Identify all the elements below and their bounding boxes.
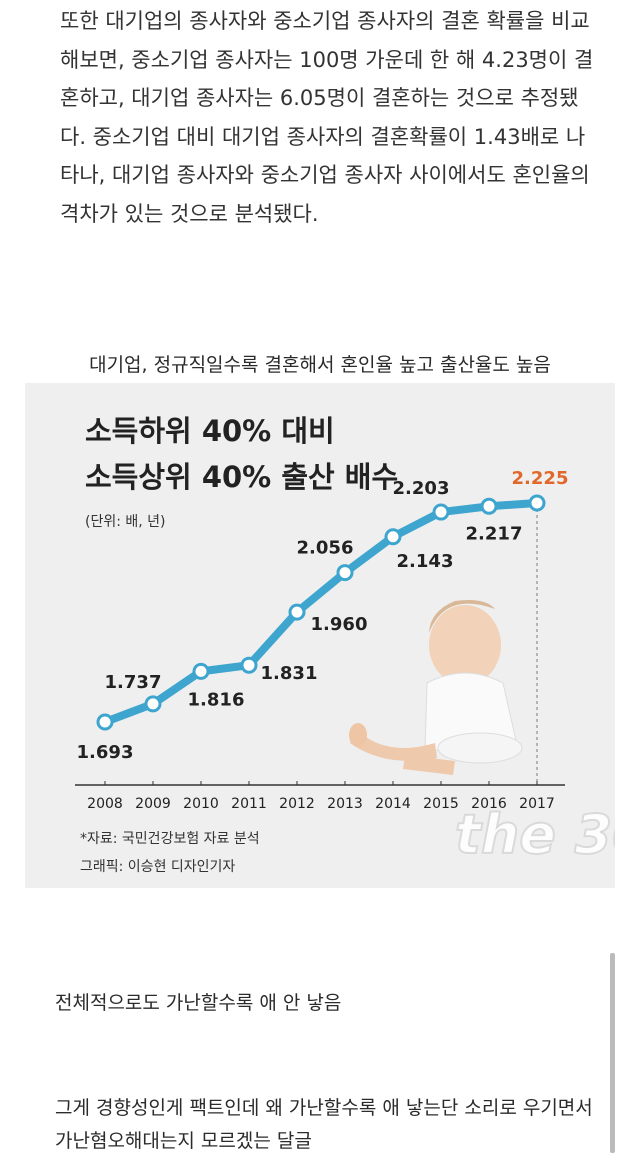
data-point xyxy=(192,662,210,680)
chart-title: 소득상위 40% 출산 배수 xyxy=(85,460,398,494)
scrollbar xyxy=(610,953,615,1153)
chart-title: 소득하위 40% 대비 xyxy=(85,414,335,448)
data-point xyxy=(528,494,546,512)
data-label: 2.203 xyxy=(393,478,450,499)
data-point xyxy=(384,528,402,546)
data-label: 2.225 xyxy=(512,468,569,489)
chart-background xyxy=(25,383,615,888)
data-point xyxy=(480,497,498,515)
x-tick-label: 2015 xyxy=(423,796,459,812)
watermark: the 300 xyxy=(455,803,615,866)
data-label: 1.737 xyxy=(105,672,162,693)
data-label: 2.056 xyxy=(297,538,354,559)
x-tick-label: 2017 xyxy=(519,796,555,812)
caption: 대기업, 정규직일수록 결혼해서 혼인율 높고 출산율도 높음 xyxy=(89,354,551,376)
article-paragraph: 또한 대기업의 종사자와 중소기업 종사자의 결혼 확률을 비교해보면, 중소기… xyxy=(60,9,594,226)
data-label: 2.143 xyxy=(397,551,454,572)
comment: 그게 경향성인게 팩트인데 왜 가난할수록 애 낳는단 소리로 우기면서 가난혐… xyxy=(55,1097,593,1152)
credit-note: 그래픽: 이승현 디자인기자 xyxy=(80,859,235,875)
data-point xyxy=(336,564,354,582)
data-point xyxy=(432,503,450,521)
x-tick-label: 2016 xyxy=(471,796,507,812)
x-tick-label: 2011 xyxy=(231,796,267,812)
data-point xyxy=(288,603,306,621)
x-tick-label: 2008 xyxy=(87,796,123,812)
data-point xyxy=(96,713,114,731)
data-label: 1.831 xyxy=(261,663,318,684)
x-tick-label: 2014 xyxy=(375,796,411,812)
data-point xyxy=(144,695,162,713)
x-tick-label: 2009 xyxy=(135,796,171,812)
x-tick-label: 2012 xyxy=(279,796,315,812)
data-line xyxy=(103,499,538,726)
data-label: 1.960 xyxy=(311,614,368,635)
x-tick-label: 2010 xyxy=(183,796,219,812)
data-label: 1.693 xyxy=(77,742,134,763)
data-label: 1.816 xyxy=(188,689,245,710)
data-label: 2.217 xyxy=(466,523,523,544)
source-note: *자료: 국민건강보험 자료 분석 xyxy=(80,831,260,847)
baby-illustration xyxy=(349,600,523,775)
comment: 전체적으로도 가난할수록 애 안 낳음 xyxy=(55,992,342,1014)
x-tick-label: 2013 xyxy=(327,796,363,812)
chart-image: 소득하위 40% 대비 소득상위 40% 출산 배수 (단위: 배, 년) th… xyxy=(25,383,615,888)
unit-label: (단위: 배, 년) xyxy=(85,514,166,530)
data-point xyxy=(240,656,258,674)
